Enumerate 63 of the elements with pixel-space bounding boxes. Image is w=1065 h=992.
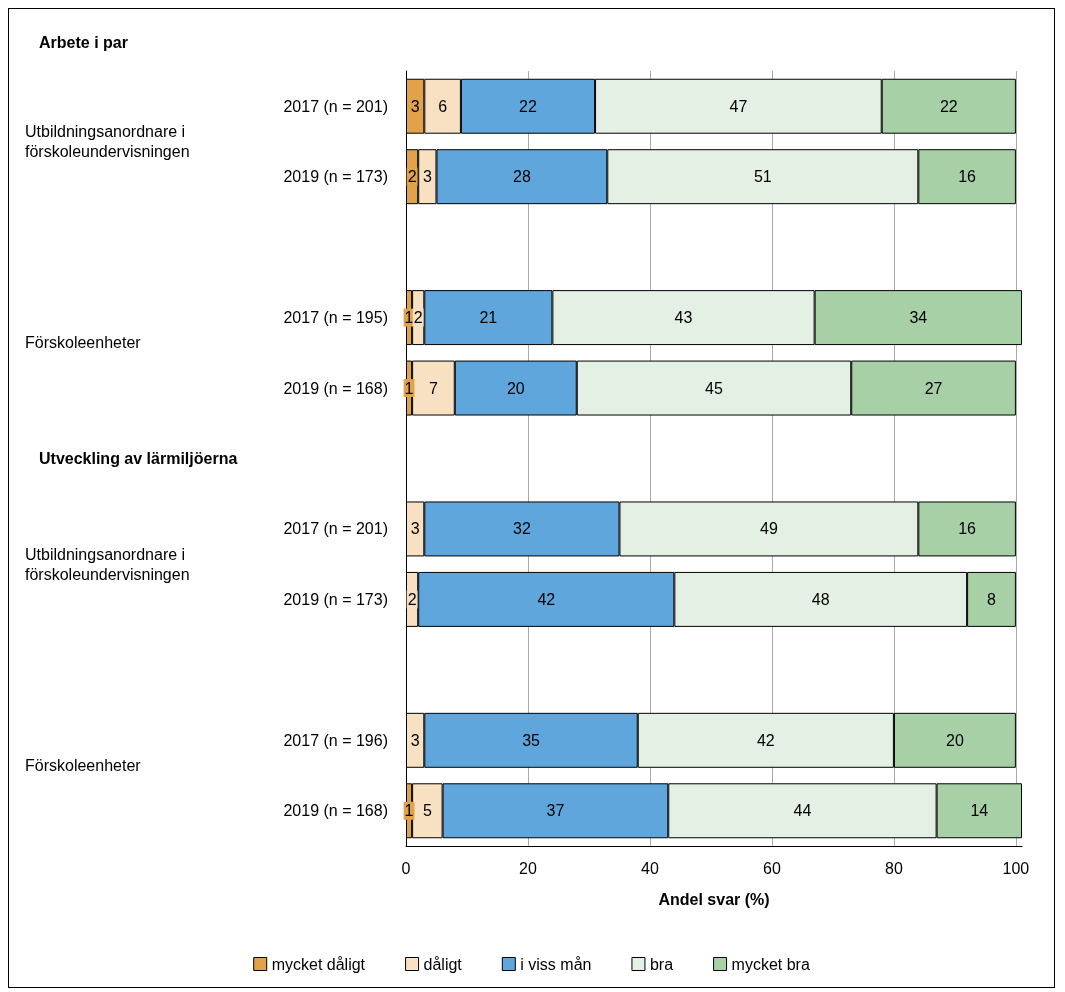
text: Utveckling av lärmiljöerna [39,450,238,467]
data-label: 20 [506,379,525,397]
y-tick-label: 2017 (n = 196) [283,731,388,749]
data-label: 42 [756,731,775,749]
data-label: 32 [512,520,531,538]
text: Utbildningsanordnare i förskoleundervisningen [25,545,190,583]
y-tick-label: 2019 (n = 173) [283,590,388,608]
data-label: 34 [909,309,928,327]
y-tick-label: 2017 (n = 195) [283,309,388,327]
legend-label: dåligt [423,955,463,973]
text: Arbete i par [39,34,128,52]
text: Förskoleenheter [25,757,142,775]
data-label: 47 [729,97,748,115]
data-label: 22 [939,97,958,115]
y-tick-label: 2017 (n = 201) [283,97,388,115]
data-label: 42 [537,590,556,608]
data-label: 2 [407,590,417,608]
data-label: 43 [674,309,693,327]
data-label: 1 [404,379,414,397]
legend-label: mycket dåligt [271,955,366,973]
text: Förskoleenheter [25,334,142,352]
y-tick-label: 2019 (n = 168) [283,379,388,397]
data-label: 51 [753,168,772,186]
legend-label: bra [649,955,674,973]
data-label: 2 [407,168,417,186]
data-label: 3 [422,168,432,186]
data-label: 37 [546,802,565,820]
data-label: 21 [479,309,498,327]
x-tick-label: 80 [885,859,903,877]
y-tick-label: 2019 (n = 168) [283,802,388,820]
x-tick-label: 40 [641,859,659,877]
text: Utbildningsanordnare i förskoleundervisningen [25,122,190,160]
data-label: 2 [413,309,423,327]
data-label: 20 [946,731,964,749]
data-label: 5 [422,802,432,820]
data-label: 3 [410,520,420,538]
data-label: 49 [759,520,778,538]
data-label: 1 [404,802,414,820]
data-label: 28 [512,168,531,186]
x-axis-title: Andel svar (%) [658,890,770,908]
y-tick-label: 2017 (n = 201) [283,520,388,538]
data-label: 44 [793,802,812,820]
y-tick-label: 2019 (n = 173) [283,168,388,186]
legend-label: i viss mån [520,955,592,973]
data-label: 6 [438,97,448,115]
x-tick-label: 0 [401,859,411,877]
data-label: 27 [924,379,943,397]
data-label: 48 [811,590,830,608]
data-label: 22 [519,97,537,115]
x-tick-label: 100 [1002,859,1030,877]
data-label: 14 [970,802,989,820]
x-tick-label: 20 [519,859,537,877]
data-label: 16 [958,168,977,186]
data-label: 45 [705,379,723,397]
legend-label: mycket bra [731,955,810,973]
data-label: 3 [410,97,420,115]
data-label: 35 [522,731,541,749]
data-label: 7 [428,379,438,397]
data-label: 8 [987,590,997,608]
data-label: 1 [404,309,414,327]
data-label: 16 [958,520,977,538]
data-label: 3 [410,731,420,749]
x-tick-label: 60 [763,859,781,877]
